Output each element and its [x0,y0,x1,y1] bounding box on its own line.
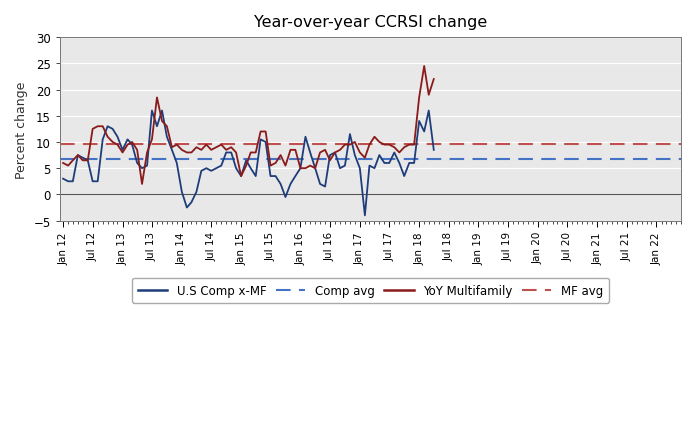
Legend: U.S Comp x-MF, Comp avg, YoY Multifamily, MF avg: U.S Comp x-MF, Comp avg, YoY Multifamily… [132,278,609,303]
Y-axis label: Percent change: Percent change [15,81,28,178]
Title: Year-over-year CCRSI change: Year-over-year CCRSI change [254,15,487,30]
